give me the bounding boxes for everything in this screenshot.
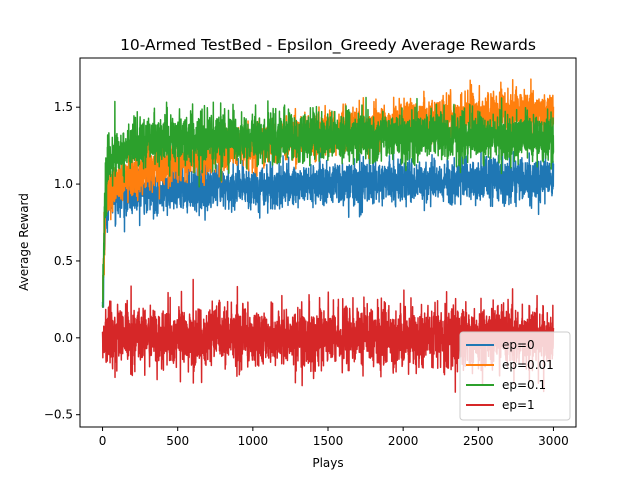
x-tick-label: 1000 <box>238 434 269 448</box>
legend-box <box>459 331 571 421</box>
legend-label-1: ep=0.01 <box>502 358 554 372</box>
series-line-2 <box>101 96 555 308</box>
chart-title: 10-Armed TestBed - Epsilon_Greedy Averag… <box>120 36 536 55</box>
x-tick-label: 0 <box>99 434 107 448</box>
y-axis-title: Average Reward <box>17 193 31 291</box>
y-axis: −0.5 0.0 0.5 1.0 1.5 <box>44 100 80 422</box>
x-tick-label: 3000 <box>538 434 569 448</box>
x-axis: 0 500 1000 1500 2000 2500 3000 <box>99 427 569 448</box>
series-line-3 <box>101 278 555 393</box>
x-axis-title: Plays <box>312 456 343 470</box>
y-tick-label: 0.5 <box>54 254 73 268</box>
legend-label-2: ep=0.1 <box>502 378 546 392</box>
x-tick-label: 2500 <box>463 434 494 448</box>
legend-label-3: ep=1 <box>502 398 535 412</box>
y-tick-label: 1.5 <box>54 100 73 114</box>
y-tick-label: 1.0 <box>54 177 73 191</box>
x-tick-label: 500 <box>166 434 189 448</box>
y-tick-label: −0.5 <box>44 408 73 422</box>
legend: ep=0 ep=0.01 ep=0.1 ep=1 <box>459 331 571 421</box>
x-tick-label: 2000 <box>388 434 419 448</box>
x-tick-label: 1500 <box>313 434 344 448</box>
y-tick-label: 0.0 <box>54 331 73 345</box>
legend-label-0: ep=0 <box>502 338 535 352</box>
series-layer <box>101 78 555 393</box>
